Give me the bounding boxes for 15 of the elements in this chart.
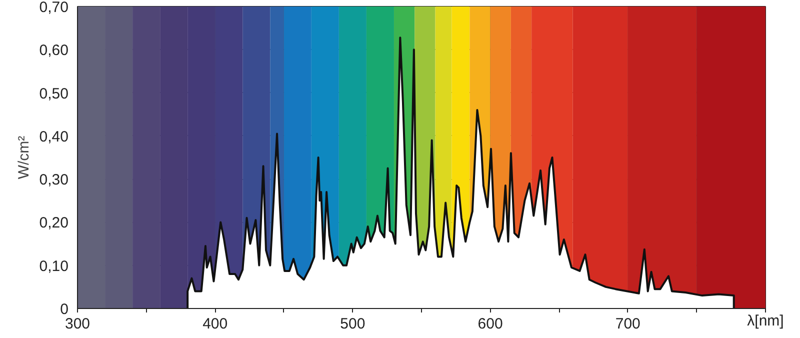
y-tick-label: 0,40 bbox=[39, 128, 69, 146]
x-tick-label: 300 bbox=[64, 316, 90, 332]
y-tick-label: 0 bbox=[60, 301, 68, 318]
y-tick-label: 0,30 bbox=[39, 172, 69, 189]
x-tick-label: 400 bbox=[202, 316, 228, 332]
x-tick-label: 500 bbox=[340, 316, 366, 332]
y-tick-label: 0,70 bbox=[39, 0, 69, 16]
x-tick-label: 600 bbox=[478, 316, 503, 332]
x-tick-label: 700 bbox=[615, 316, 640, 332]
y-tick-label: 0,50 bbox=[39, 85, 69, 102]
x-axis-title: λ[nm] bbox=[747, 312, 784, 330]
y-tick-label: 0,60 bbox=[39, 42, 69, 60]
y-tick-label: 0,20 bbox=[39, 214, 69, 232]
y-tick-label: 0,10 bbox=[39, 258, 69, 275]
y-axis-title: W/cm² bbox=[15, 136, 32, 180]
